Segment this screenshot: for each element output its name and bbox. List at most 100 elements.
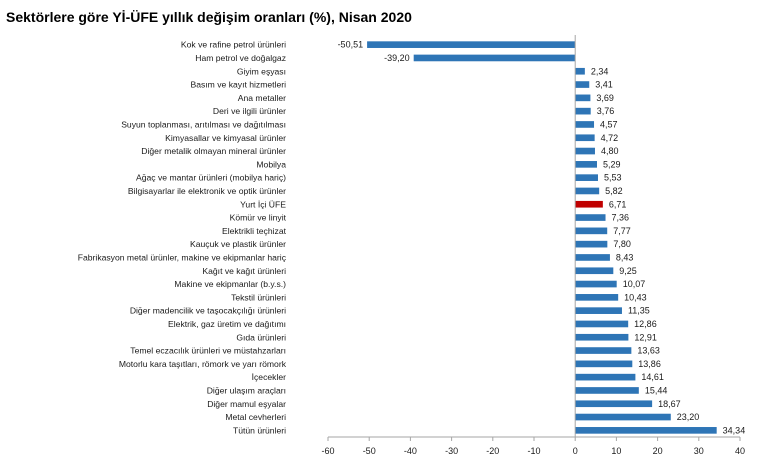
bar [575,360,633,368]
data-label: 5,29 [603,159,621,169]
data-label: 7,77 [613,226,631,236]
bar [575,134,595,142]
data-label: 4,72 [601,133,619,143]
data-label: 7,36 [612,213,630,223]
bar [575,94,591,102]
bar [575,427,717,434]
category-label: Metal cevherleri [225,412,286,422]
data-label: 4,80 [601,146,619,156]
bar [575,267,614,275]
chart-title: Sektörlere göre Yİ-ÜFE yıllık değişim or… [6,9,412,25]
category-label: Fabrikasyon metal ürünler, makine ve eki… [78,252,287,262]
bar [575,400,653,408]
x-tick-label: -10 [527,446,540,456]
bar [575,121,595,128]
category-label: Diğer madencilik ve taşocakçılığı ürünle… [130,306,286,316]
data-label: 3,69 [596,93,614,103]
data-label: 14,61 [641,372,664,382]
bar [575,107,591,115]
bar [575,81,590,88]
category-label: Bilgisayarlar ile elektronik ve optik ür… [128,186,286,196]
category-label: Tütün ürünleri [233,425,286,435]
bar [575,294,619,301]
category-label: Basım ve kayıt hizmetleri [190,80,286,90]
data-label: 12,91 [634,332,657,342]
x-tick-label: -40 [404,446,417,456]
x-tick-label: 10 [611,446,621,456]
x-tick-label: 0 [573,446,578,456]
x-tick-label: 30 [694,446,704,456]
data-label: 3,41 [595,80,613,90]
data-label: 13,63 [637,346,660,356]
data-label: 11,35 [628,306,650,316]
data-label: 2,34 [591,66,609,76]
bar [575,174,598,181]
category-label: Suyun toplanması, arıtılması ve dağıtılm… [121,119,286,129]
data-label: 15,44 [645,385,668,395]
x-tick-label: 40 [735,446,745,456]
bar [575,307,622,314]
data-label: 6,71 [609,199,627,209]
x-tick-label: -30 [445,446,458,456]
data-label: 7,80 [613,239,631,249]
category-label: Diğer ulaşım araçları [207,385,286,395]
category-label: Deri ve ilgili ürünler [213,106,286,116]
category-label: Elektrik, gaz üretim ve dağıtımı [168,319,286,329]
category-label: Kağıt ve kağıt ürünleri [202,266,286,276]
bar [575,373,636,381]
category-label: Elektrikli teçhizat [222,226,287,236]
category-label: Kauçuk ve plastik ürünler [190,239,286,249]
data-label: -39,20 [384,53,410,63]
bar [575,227,608,235]
bar [575,254,610,261]
data-label: -50,51 [338,40,364,50]
category-label: Tekstil ürünleri [231,292,286,302]
category-label: Gıda ürünleri [236,332,286,342]
category-label: Diğer mamul eşyalar [207,399,286,409]
category-label: İçecekler [252,372,287,382]
category-label: Diğer metalik olmayan mineral ürünler [141,146,286,156]
category-label: Yurt İçi ÜFE [240,199,286,209]
bar [575,280,617,288]
category-label: Mobilya [256,159,286,169]
bar [413,54,576,62]
bar [575,187,600,195]
bar [575,161,597,168]
bar [575,320,629,328]
x-tick-label: 20 [653,446,663,456]
bar [575,200,603,208]
data-label: 10,43 [624,292,647,302]
bar [367,41,576,48]
bar [575,147,595,155]
bar [575,214,606,221]
data-label: 12,86 [634,319,657,329]
data-label: 3,76 [597,106,615,116]
data-label: 13,86 [638,359,661,369]
bar [575,67,585,75]
x-tick-label: -20 [486,446,499,456]
category-label: Ana metaller [238,93,286,103]
category-label: Kömür ve linyit [230,213,287,223]
data-label: 18,67 [658,399,681,409]
data-label: 5,53 [604,173,622,183]
bar [575,413,671,421]
data-label: 23,20 [677,412,700,422]
data-label: 34,34 [723,425,746,435]
bar [575,347,632,354]
data-label: 5,82 [605,186,623,196]
category-label: Ham petrol ve doğalgaz [195,53,286,63]
bar [575,333,629,341]
category-label: Motorlu kara taşıtları, römork ve yarı r… [119,359,287,369]
data-label: 10,07 [623,279,646,289]
category-label: Temel eczacılık ürünleri ve müstahzarlar… [130,346,286,356]
category-label: Kimyasallar ve kimyasal ürünler [165,133,286,143]
category-label: Makine ve ekipmanlar (b.y.s.) [174,279,286,289]
x-tick-label: -50 [363,446,376,456]
data-label: 9,25 [619,266,637,276]
category-label: Giyim eşyası [237,66,286,76]
data-label: 8,43 [616,252,634,262]
x-tick-label: -60 [321,446,334,456]
category-label: Kok ve rafine petrol ürünleri [181,40,286,50]
data-label: 4,57 [600,119,618,129]
